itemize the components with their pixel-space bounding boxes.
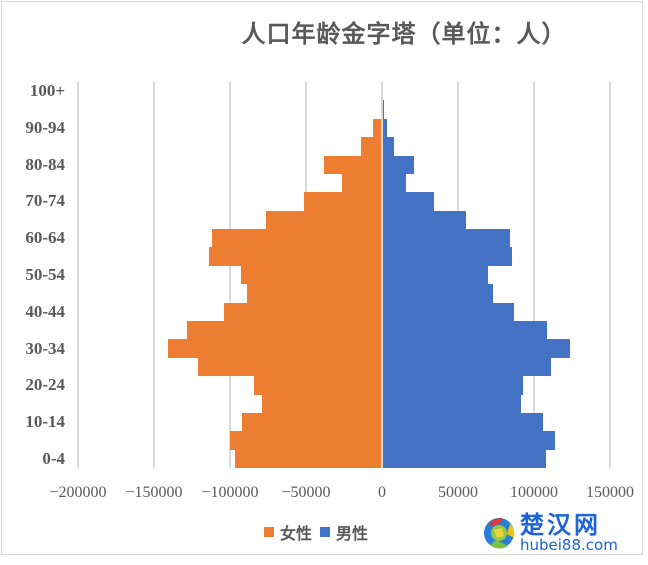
gridline: [77, 82, 79, 468]
y-tick-label: 60-64: [25, 228, 65, 248]
y-tick-label: 50-54: [25, 265, 65, 284]
x-tick-label: 150000: [586, 484, 634, 501]
watermark-logo: 楚汉网 hubei88.com: [482, 512, 642, 554]
legend-item-male: 男性: [320, 520, 368, 544]
male-bar-15-19: [382, 394, 522, 414]
watermark-en: hubei88.com: [520, 536, 618, 554]
male-bar-70-74: [382, 192, 434, 211]
male-bar-50-54: [382, 265, 489, 285]
female-bar-70-74: [304, 192, 382, 211]
female-bar-15-19: [261, 394, 382, 414]
legend: 女性 男性: [264, 520, 376, 544]
gridline: [609, 82, 611, 468]
x-tick-label: 100000: [510, 484, 558, 501]
legend-label-female: 女性: [280, 524, 313, 543]
male-bar-20-24: [382, 376, 524, 395]
female-bar-35-39: [187, 320, 382, 340]
legend-label-male: 男性: [336, 524, 369, 543]
female-bar-0-4: [234, 449, 382, 469]
male-bar-30-34: [382, 339, 571, 358]
y-tick-label: 90-94: [25, 117, 65, 137]
y-tick-label: 20-24: [25, 375, 65, 395]
gridline: [153, 82, 155, 468]
female-bar-20-24: [254, 376, 382, 395]
female-bar-90-94: [372, 118, 382, 138]
male-bar-25-29: [382, 357, 551, 377]
x-tick-label: −150000: [125, 484, 183, 501]
gridline: [229, 82, 231, 468]
x-tick-label: −100000: [201, 484, 259, 501]
male-bar-40-44: [382, 302, 515, 322]
female-bar-85-89: [360, 137, 382, 156]
zero-axis-line: [381, 82, 383, 468]
legend-swatch-male: [320, 527, 331, 537]
female-bar-10-14: [242, 412, 382, 432]
female-bar-55-59: [208, 247, 382, 267]
gridline: [533, 82, 535, 468]
male-bar-60-64: [382, 229, 510, 248]
male-bar-85-89: [382, 137, 395, 156]
male-bar-10-14: [382, 412, 544, 432]
male-bar-75-79: [382, 173, 407, 193]
male-bar-5-9: [382, 431, 556, 450]
male-bar-35-39: [382, 320, 547, 340]
x-tick-label: 0: [378, 484, 386, 501]
female-bar-50-54: [240, 265, 382, 285]
y-tick-label: 70-74: [25, 191, 65, 211]
x-tick-label: 50000: [438, 484, 478, 501]
male-bar-80-84: [382, 155, 414, 175]
y-tick-label: 0-4: [42, 448, 65, 468]
female-bar-30-34: [167, 339, 382, 358]
x-tick-label: −200000: [49, 484, 107, 501]
male-bar-55-59: [382, 247, 512, 267]
legend-item-female: 女性: [264, 520, 312, 544]
male-bar-45-49: [382, 284, 493, 303]
female-bar-60-64: [211, 229, 382, 248]
male-bar-0-4: [382, 449, 547, 469]
male-bar-65-69: [382, 210, 466, 230]
male-bar-90-94: [382, 118, 387, 138]
x-tick-label: −50000: [281, 484, 331, 501]
female-bar-65-69: [266, 210, 382, 230]
female-bar-5-9: [230, 431, 382, 450]
y-tick-label: 40-44: [25, 301, 65, 321]
y-tick-label: 80-84: [25, 154, 65, 174]
female-bar-75-79: [342, 173, 382, 193]
y-tick-label: 10-14: [25, 412, 65, 432]
watermark-cn: 楚汉网: [520, 511, 601, 539]
chart-title: 人口年龄金字塔（单位：人）: [241, 19, 567, 48]
female-bar-45-49: [246, 284, 382, 303]
y-tick-label: 100+: [29, 81, 65, 101]
legend-swatch-female: [264, 527, 274, 537]
female-bar-80-84: [324, 155, 382, 175]
female-bar-25-29: [198, 357, 382, 377]
globe-logo-icon: [484, 517, 515, 549]
female-bar-40-44: [223, 302, 382, 322]
y-tick-label: 30-34: [25, 338, 65, 358]
